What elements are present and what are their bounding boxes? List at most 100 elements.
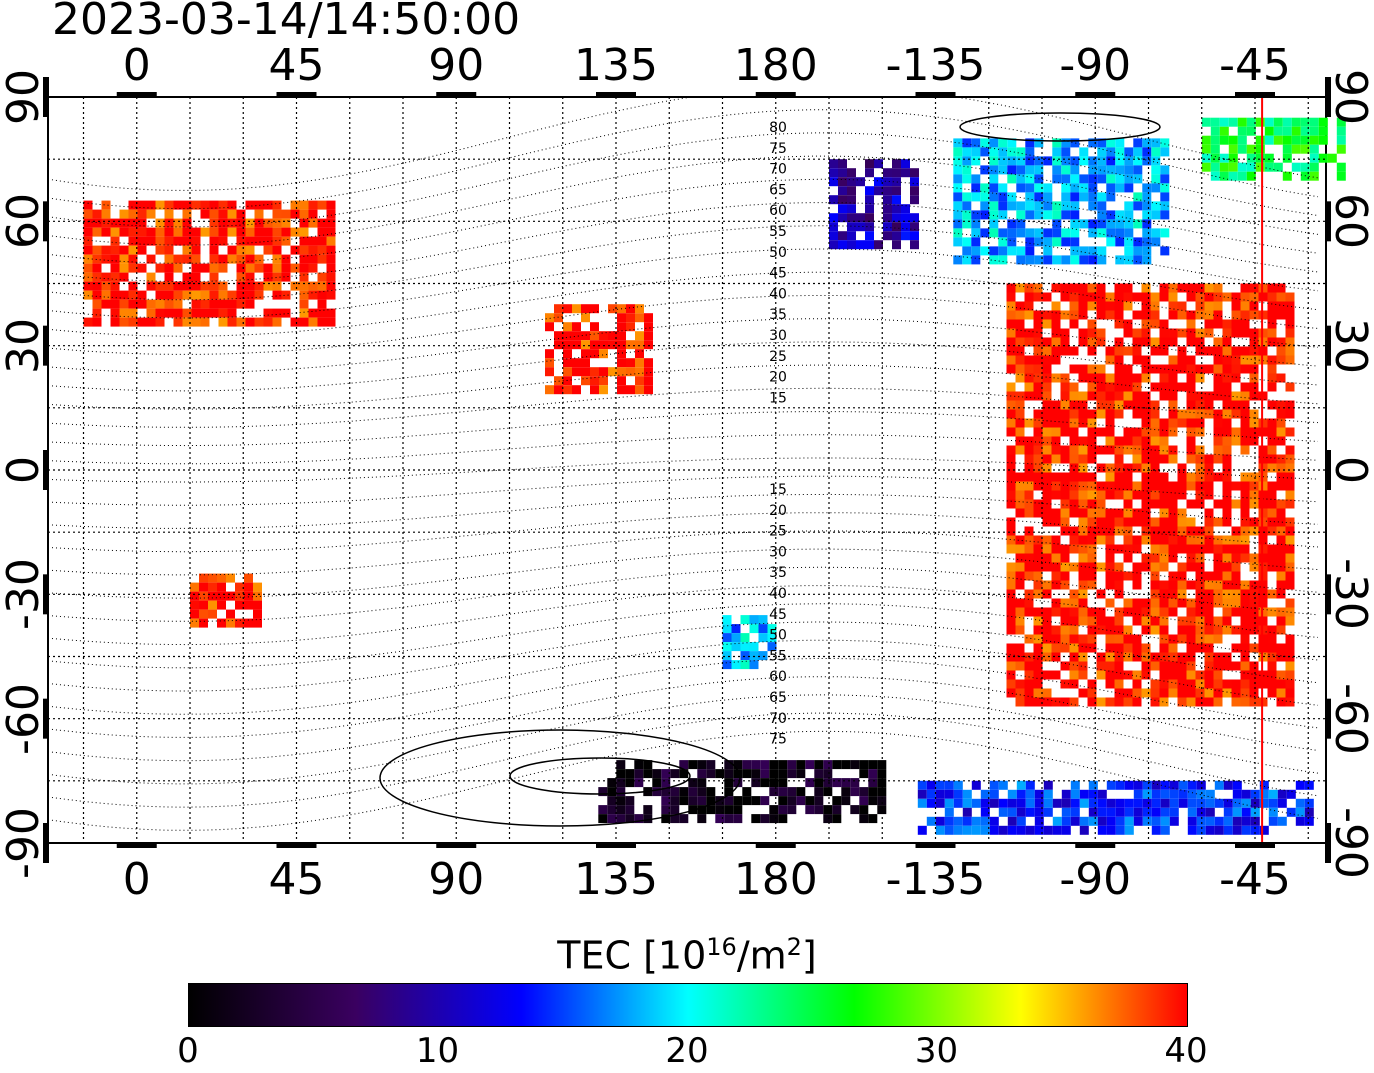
tec-cell: [227, 254, 237, 264]
tec-cell: [1168, 580, 1178, 590]
tec-cell: [1219, 117, 1229, 127]
tec-cell: [1105, 553, 1115, 563]
tec-cell: [1079, 789, 1089, 799]
tec-cell: [1268, 789, 1278, 799]
tec-cell: [1222, 517, 1232, 527]
tec-cell: [865, 204, 874, 214]
tec-cell: [1106, 798, 1116, 808]
tec-cell: [1114, 526, 1124, 536]
tec-cell: [1276, 499, 1286, 509]
tec-cell: [1078, 418, 1088, 428]
tec-cell: [173, 317, 183, 327]
tec-cell: [1249, 472, 1259, 482]
tec-cell: [917, 789, 927, 799]
tec-cell: [1051, 418, 1061, 428]
tec-cell: [1007, 246, 1017, 256]
tec-cell: [110, 290, 120, 300]
tec-cell: [191, 308, 201, 318]
tec-cell: [1123, 301, 1133, 311]
tec-cell: [1142, 228, 1152, 238]
tec-cell: [634, 814, 644, 824]
tec-cell: [989, 816, 999, 826]
tec-cell: [1213, 616, 1223, 626]
tec-cell: [1187, 807, 1197, 817]
tec-cell: [1285, 499, 1295, 509]
tec-cell: [1096, 697, 1106, 707]
tec-cell: [953, 138, 963, 148]
tec-cell: [1007, 201, 1017, 211]
tec-cell: [1042, 472, 1052, 482]
tec-cell: [1151, 183, 1161, 193]
tec-cell: [173, 263, 183, 273]
tec-cell: [926, 798, 936, 808]
tec-cell: [1159, 382, 1169, 392]
tec-cell: [272, 272, 282, 282]
tec-cell: [1177, 625, 1187, 635]
tec-cell: [245, 236, 255, 246]
tec-cell: [980, 210, 990, 220]
tec-cell: [1232, 807, 1242, 817]
tec-cell: [254, 317, 264, 327]
tec-cell: [1106, 156, 1116, 166]
contour-label: 60: [769, 203, 787, 219]
tec-cell: [1187, 780, 1197, 790]
tec-cell: [1204, 616, 1214, 626]
tec-cell: [901, 204, 910, 214]
tec-cell: [814, 769, 824, 779]
tec-cell: [1016, 201, 1026, 211]
tec-cell: [917, 825, 927, 835]
tec-cell: [1222, 427, 1232, 437]
contour-label: 65: [769, 690, 787, 706]
tec-cell: [1237, 162, 1247, 172]
tec-cell: [1150, 364, 1160, 374]
region-new-zealand: [722, 615, 777, 670]
tec-cell: [208, 609, 217, 619]
tec-cell: [1078, 283, 1088, 293]
tec-cell: [281, 308, 291, 318]
tec-cell: [1240, 670, 1250, 680]
tec-cell: [1159, 346, 1169, 356]
tec-cell: [92, 281, 102, 291]
tec-cell: [1015, 427, 1025, 437]
tec-cell: [1168, 679, 1178, 689]
tec-cell: [652, 787, 662, 797]
tec-cell: [1096, 535, 1106, 545]
tec-cell: [1285, 337, 1295, 347]
tec-cell: [1069, 616, 1079, 626]
tec-cell: [1150, 616, 1160, 626]
tec-cell: [1069, 283, 1079, 293]
tec-cell: [841, 760, 851, 770]
tec-cell: [838, 231, 847, 241]
tec-cell: [635, 385, 644, 395]
tec-cell: [1240, 418, 1250, 428]
tec-cell: [190, 600, 199, 610]
tec-cell: [299, 308, 309, 318]
tec-cell: [581, 376, 590, 386]
tec-cell: [644, 385, 653, 395]
tec-cell: [1231, 427, 1241, 437]
tec-cell: [1042, 409, 1052, 419]
tec-cell: [859, 787, 869, 797]
tec-cell: [1204, 625, 1214, 635]
mag-lat-contour: [47, 694, 1319, 785]
tec-cell: [1267, 283, 1277, 293]
tec-cell: [290, 200, 300, 210]
tec-cell: [1168, 364, 1178, 374]
tec-cell: [1025, 789, 1035, 799]
tec-cell: [1304, 807, 1314, 817]
tec-cell: [110, 281, 120, 291]
tec-cell: [767, 624, 777, 634]
tec-cell: [1006, 310, 1016, 320]
tec-cell: [1097, 246, 1107, 256]
tec-cell: [814, 760, 824, 770]
tec-cell: [1096, 616, 1106, 626]
tec-cell: [326, 317, 336, 327]
tec-cell: [1042, 481, 1052, 491]
tec-cell: [607, 805, 617, 815]
tec-cell: [1007, 789, 1017, 799]
tec-cell: [1069, 535, 1079, 545]
tec-cell: [1231, 598, 1241, 608]
tec-cell: [850, 805, 860, 815]
tec-cell: [254, 209, 264, 219]
tec-cell: [1300, 126, 1310, 136]
